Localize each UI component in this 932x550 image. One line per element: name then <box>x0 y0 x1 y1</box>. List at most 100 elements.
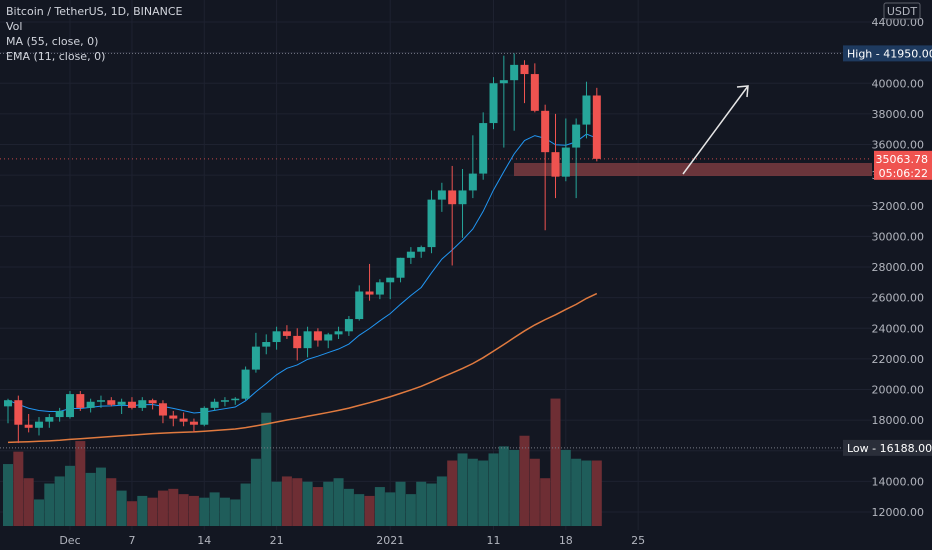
candle-body <box>169 416 177 419</box>
candle-body <box>283 331 291 336</box>
volume-bar <box>323 482 333 526</box>
candle-body <box>324 334 332 340</box>
candle-body <box>200 408 208 425</box>
volume-bar <box>34 499 44 526</box>
price-axis: 12000.0014000.0016000.0018000.0020000.00… <box>872 0 932 550</box>
volume-bar <box>437 476 447 526</box>
volume-bar <box>230 499 240 526</box>
volume-bar <box>3 464 13 526</box>
candle <box>169 411 177 426</box>
candle-body <box>510 65 518 80</box>
ma-indicator-label[interactable]: MA (55, close, 0) <box>6 34 183 49</box>
volume-bar <box>127 501 137 526</box>
candle <box>56 408 64 422</box>
volume-bar <box>540 478 550 526</box>
price-tick-label: 14000.00 <box>872 475 925 488</box>
candle <box>4 399 12 424</box>
candlesticks <box>4 53 601 443</box>
time-axis: Dec 7 14 21 2021 11 18 25 <box>0 530 932 550</box>
volume-bar <box>406 494 416 526</box>
volume-bar <box>313 487 323 526</box>
ema-indicator-label[interactable]: EMA (11, close, 0) <box>6 49 183 64</box>
candle-body <box>304 331 312 348</box>
candle-body <box>345 319 353 331</box>
volume-indicator-label[interactable]: Vol <box>6 19 183 34</box>
candle-body <box>159 403 167 415</box>
candle <box>180 412 188 426</box>
candle <box>572 118 580 198</box>
low-tag: Low - 16188.00 <box>843 440 932 456</box>
candle-body <box>128 402 136 408</box>
candle-body <box>531 74 539 111</box>
volume-bar <box>550 399 560 526</box>
chart-canvas[interactable]: 12000.0014000.0016000.0018000.0020000.00… <box>0 0 932 550</box>
price-tick-label: 22000.00 <box>872 353 925 366</box>
candle-body <box>252 347 260 370</box>
candle <box>66 391 74 419</box>
candle <box>45 414 53 428</box>
volume-bar <box>581 461 591 526</box>
candle <box>262 334 270 354</box>
candle-body <box>386 278 394 283</box>
candle-body <box>541 111 549 152</box>
volume-bar <box>106 478 116 526</box>
volume-bar <box>251 459 261 526</box>
candle-body <box>490 83 498 123</box>
price-tick-label: 20000.00 <box>872 384 925 397</box>
candle-body <box>262 342 270 347</box>
candle <box>428 190 436 253</box>
candle-body <box>376 282 384 294</box>
volume-bar <box>148 498 158 526</box>
candle <box>25 414 33 432</box>
trading-chart[interactable]: 12000.0014000.0016000.0018000.0020000.00… <box>0 0 932 550</box>
candle <box>407 247 415 264</box>
time-tick-label: 25 <box>631 534 645 547</box>
volume-bar <box>189 496 199 526</box>
candle <box>283 325 291 339</box>
price-tick-label: 28000.00 <box>872 261 925 274</box>
time-tick-label: 14 <box>197 534 211 547</box>
candle <box>448 166 456 266</box>
price-tick-label: 24000.00 <box>872 322 925 335</box>
volume-bar <box>65 466 75 526</box>
high-tag: High - 41950.00 <box>843 45 932 61</box>
candle-body <box>314 331 322 340</box>
candle <box>417 246 425 258</box>
candle <box>118 399 126 414</box>
candle <box>128 397 136 409</box>
candle-body <box>562 148 570 177</box>
candle <box>211 399 219 411</box>
candle-body <box>76 394 84 408</box>
time-tick-label: Dec <box>59 534 80 547</box>
volume-bar <box>478 461 488 526</box>
candle <box>531 63 539 112</box>
volume-bar <box>158 491 168 526</box>
candle <box>490 77 498 129</box>
candle-body <box>56 411 64 417</box>
volume-bar <box>13 452 23 526</box>
volume-bar <box>509 450 519 526</box>
volume-bar <box>44 484 54 526</box>
candle-body <box>500 80 508 83</box>
symbol-title[interactable]: Bitcoin / TetherUS, 1D, BINANCE <box>6 4 183 19</box>
candle-body <box>572 125 580 148</box>
candle-body <box>66 394 74 417</box>
volume-bar <box>282 476 292 526</box>
price-tick-label: 30000.00 <box>872 230 925 243</box>
volume-bar <box>447 461 457 526</box>
candle-body <box>335 331 343 334</box>
volume-bar <box>261 413 271 526</box>
low-tag-label: Low - 16188.00 <box>847 442 932 455</box>
candle-body <box>190 422 198 425</box>
candle-body <box>4 400 12 406</box>
candle <box>376 279 384 299</box>
candle <box>221 397 229 406</box>
trend-arrow[interactable] <box>683 86 748 174</box>
candle <box>593 88 601 162</box>
candle <box>582 82 590 139</box>
time-tick-label: 2021 <box>376 534 404 547</box>
candle-body <box>221 400 229 402</box>
candle-body <box>87 402 95 408</box>
candle-body <box>118 402 126 405</box>
volume-bar <box>86 473 96 526</box>
